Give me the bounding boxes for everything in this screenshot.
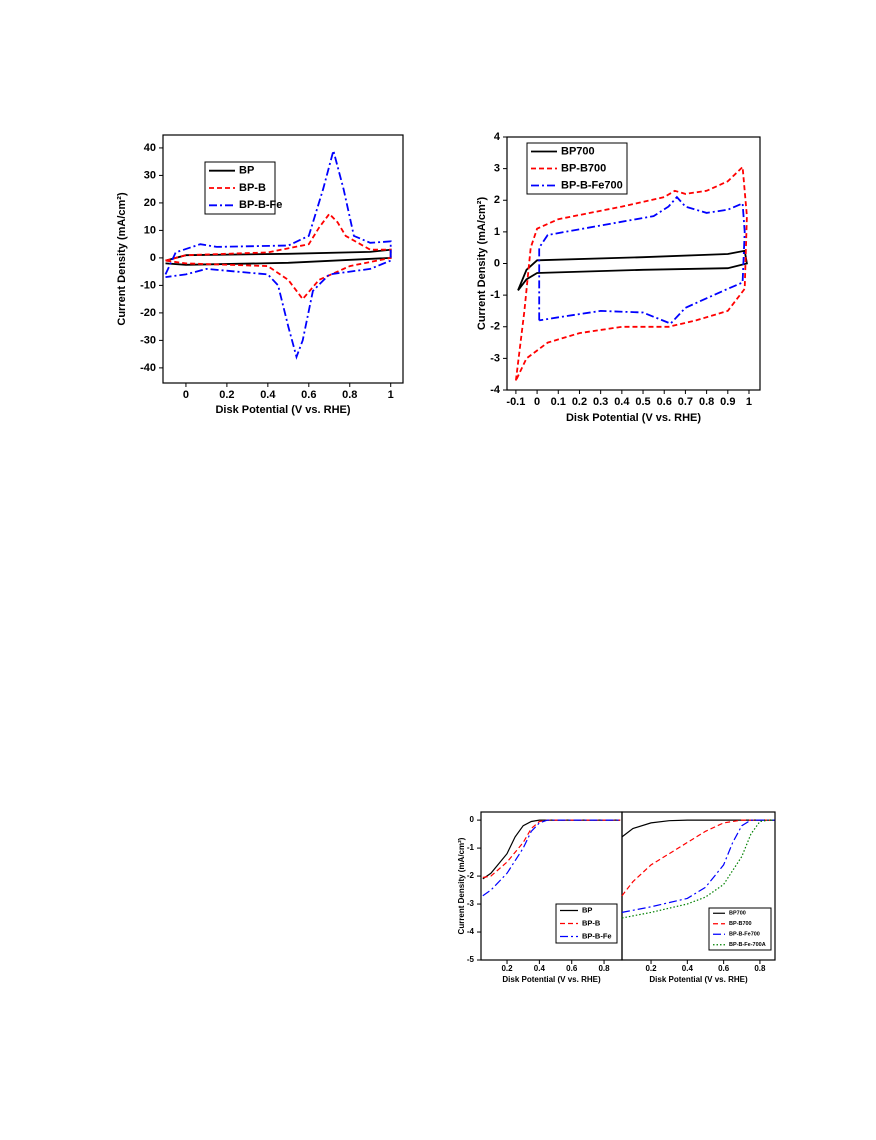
legend-box — [708, 907, 772, 951]
y-tick-label: 2 — [494, 194, 500, 206]
y-tick-label: -4 — [467, 927, 475, 936]
y-tick-label: -2 — [490, 321, 500, 333]
y-tick-label: -2 — [467, 871, 475, 880]
data-line — [621, 819, 775, 897]
x-tick-label: 1 — [388, 389, 394, 401]
legend-label: BP700 — [561, 145, 595, 157]
x-axis-label: Disk Potential (V vs. RHE) — [215, 404, 350, 416]
y-tick-label: -30 — [140, 334, 156, 346]
y-tick-label: 30 — [144, 169, 156, 181]
legend-label: BP — [239, 165, 254, 177]
x-tick-label: 0.5 — [635, 396, 650, 408]
x-axis-label: Disk Potential (V vs. RHE) — [649, 975, 748, 984]
x-tick-label: 0.4 — [534, 964, 546, 973]
data-line — [482, 819, 621, 879]
y-tick-label: 0 — [494, 257, 500, 269]
data-line — [621, 819, 775, 919]
data-line — [482, 819, 621, 880]
x-tick-label: 1 — [746, 396, 752, 408]
legend-label: BP-B — [239, 182, 266, 194]
x-tick-label: 0.8 — [342, 389, 357, 401]
x-tick-label: 0 — [183, 389, 189, 401]
x-tick-label: 0.1 — [551, 396, 566, 408]
y-axis-label: Current Density (mA/cm²) — [457, 837, 466, 934]
y-tick-label: -3 — [490, 352, 500, 364]
data-line — [482, 819, 621, 897]
y-tick-label: 4 — [494, 131, 501, 143]
data-line — [165, 212, 392, 301]
x-tick-label: 0.7 — [678, 396, 693, 408]
x-tick-label: 0.2 — [219, 389, 234, 401]
plot-frame — [621, 811, 776, 961]
legend-label: BP-B-Fe700 — [561, 179, 623, 191]
data-line — [164, 147, 392, 360]
legend-label: BP-B-Fe — [582, 931, 612, 940]
data-line — [165, 248, 392, 266]
y-tick-label: 1 — [494, 226, 500, 238]
data-line — [621, 819, 775, 913]
data-line — [515, 165, 748, 381]
x-tick-label: 0.8 — [699, 396, 714, 408]
x-tick-label: 0.4 — [682, 964, 694, 973]
y-tick-label: 3 — [494, 163, 500, 175]
legend-label: BP-B-Fe700 — [729, 932, 760, 938]
x-tick-label: 0.2 — [501, 964, 513, 973]
x-tick-label: 0.6 — [566, 964, 578, 973]
x-tick-label: 0.6 — [718, 964, 730, 973]
x-tick-label: 0.3 — [593, 396, 608, 408]
y-tick-label: -4 — [490, 384, 501, 396]
x-tick-label: 0 — [534, 396, 540, 408]
legend-label: BP — [582, 905, 592, 914]
x-tick-label: 0.4 — [260, 389, 276, 401]
x-tick-label: -0.1 — [506, 396, 525, 408]
y-tick-label: 40 — [144, 142, 156, 154]
legend-label: BP-B-Fe — [239, 199, 282, 211]
y-tick-label: -10 — [140, 279, 156, 291]
y-axis-label: Current Density (mA/cm²) — [476, 197, 488, 331]
legend-label: BP-B700 — [729, 921, 752, 927]
y-tick-label: -20 — [140, 307, 156, 319]
x-tick-label: 0.2 — [645, 964, 657, 973]
x-tick-label: 0.8 — [598, 964, 610, 973]
legend-label: BP700 — [729, 911, 746, 917]
y-tick-label: -1 — [490, 289, 500, 301]
legend-label: BP-B700 — [561, 162, 606, 174]
y-tick-label: -40 — [140, 362, 156, 374]
x-tick-label: 0.6 — [301, 389, 316, 401]
legend-label: BP-B-Fe-700A — [729, 942, 766, 948]
y-tick-label: -3 — [467, 899, 475, 908]
y-tick-label: -1 — [467, 843, 475, 852]
legend-label: BP-B — [582, 918, 601, 927]
y-tick-label: 20 — [144, 197, 156, 209]
y-tick-label: 10 — [144, 224, 156, 236]
y-tick-label: -5 — [467, 955, 475, 964]
x-tick-label: 0.2 — [572, 396, 587, 408]
y-axis-label: Current Density (mA/cm²) — [116, 192, 128, 326]
plot-frame — [162, 134, 404, 384]
x-tick-label: 0.4 — [614, 396, 630, 408]
x-tick-label: 0.8 — [754, 964, 766, 973]
data-line — [621, 819, 775, 838]
y-tick-label: 0 — [470, 815, 475, 824]
x-axis-label: Disk Potential (V vs. RHE) — [502, 975, 601, 984]
x-axis-label: Disk Potential (V vs. RHE) — [566, 412, 701, 424]
data-line — [538, 195, 746, 325]
y-tick-label: 0 — [150, 252, 156, 264]
x-tick-label: 0.6 — [657, 396, 672, 408]
x-tick-label: 0.9 — [720, 396, 735, 408]
data-line — [517, 249, 748, 291]
